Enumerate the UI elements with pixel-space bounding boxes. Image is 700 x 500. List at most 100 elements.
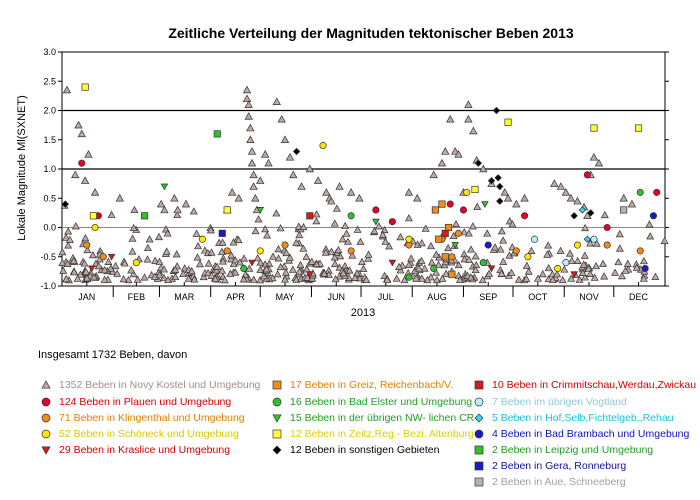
series-5 [431,200,456,278]
novy-kostel-point [81,234,90,242]
novy-kostel-point [128,234,137,242]
novy-kostel-point [615,244,624,252]
novy-kostel-point [478,275,487,284]
novy-kostel-point [71,222,80,230]
novy-kostel-point [254,215,263,223]
legend-marker [41,446,51,455]
series-0-point [77,129,87,138]
y-tick-label: 0.0 [43,223,56,233]
novy-kostel-point [338,235,347,243]
legend-marker [41,397,51,407]
novy-kostel-point [204,269,213,277]
series-0-point [446,114,455,123]
novy-kostel-point [220,276,229,284]
legend-marker [272,380,282,390]
legend-label: 12 Beben in sonstigen Gebieten [290,444,440,456]
x-tick-label-jun: JUN [327,292,345,302]
legend-label: 71 Beben in Klingenthal und Umgebung [59,412,245,424]
y-tick-label: 1.0 [43,164,56,174]
series-9-point [492,106,501,115]
series-0-point [261,150,270,158]
legend-item: 4 Beben in Bad Brambach und Umgebung [472,428,689,440]
novy-kostel-point [432,268,441,276]
series-0-point [512,199,521,208]
series-0-point [594,158,604,167]
series-4-point [306,271,314,279]
novy-kostel-point [483,229,492,237]
series-0-point [450,147,460,155]
novy-kostel-point [465,255,473,263]
novy-kostel-point [600,272,609,280]
x-tick-label-dec: DEC [629,292,649,302]
series-3-point [132,259,140,267]
series-0-point [589,152,599,161]
novy-kostel-point [444,243,453,252]
legend-item: 15 Beben in der übrigen NW- lichen CR [270,412,474,424]
series-0-point [74,120,83,129]
series-12-point [583,235,592,243]
novy-kostel-point [259,272,268,280]
novy-kostel-point [206,226,215,234]
novy-kostel-point [312,217,321,225]
novy-kostel-point [467,245,476,253]
series-14-point [141,212,149,220]
x-tick-label-nov: NOV [579,292,599,302]
series-6-point [430,264,438,273]
novy-kostel-point [295,230,304,239]
x-tick-label-oct: OCT [528,292,548,302]
novy-kostel-point [621,266,630,274]
series-0-point [244,112,253,120]
novy-kostel-point [427,258,436,266]
novy-kostel-point [378,230,387,238]
novy-kostel-point [207,248,216,256]
novy-kostel-point [548,275,557,284]
novy-kostel-point [120,259,129,267]
legend-label: 15 Beben in der übrigen NW- lichen CR [290,412,475,424]
series-15 [218,229,226,237]
series-0-point [469,126,478,135]
series-0-point [181,199,191,208]
novy-kostel-point [234,235,243,244]
novy-kostel-point [211,274,220,283]
novy-kostel-point [163,229,172,237]
series-0-point [355,193,364,202]
novy-kostel-point [129,223,138,232]
x-tick-label-jul: JUL [378,292,394,302]
novy-kostel-point [69,256,78,265]
series-3 [91,142,581,273]
novy-kostel-point [471,252,480,260]
novy-kostel-point [645,220,654,228]
series-0-point [305,164,315,173]
novy-kostel-point [415,264,423,272]
novy-kostel-point [544,274,553,283]
novy-kostel-point [460,228,469,236]
series-0-point [520,193,529,202]
series-0-point [412,193,422,202]
novy-kostel-point [285,253,294,261]
legend-marker [272,397,282,407]
series-8-point [635,124,643,132]
novy-kostel-point [468,222,477,230]
series-2-point [347,247,355,255]
series-0-point [500,188,509,196]
legend-marker [272,429,282,439]
novy-kostel-point [438,274,447,282]
novy-kostel-point [130,205,139,214]
series-2 [83,229,644,261]
series-2-point [83,241,91,249]
novy-kostel-point [651,272,660,280]
novy-kostel-point [383,275,392,283]
novy-kostel-point [579,260,588,268]
legend-item: 5 Beben in Hof,Selb,Fichtelgeb.,Rehau [472,412,674,424]
novy-kostel-point [426,241,435,250]
novy-kostel-point [396,232,405,241]
legend-marker [272,445,282,455]
novy-kostel-point [590,273,599,281]
novy-kostel-point [374,222,383,230]
novy-kostel-point [611,268,620,276]
novy-kostel-point [396,266,405,274]
novy-kostel-point [417,274,426,282]
novy-kostel-point [179,269,188,278]
series-5-point [431,206,439,214]
series-2-point [405,241,413,249]
